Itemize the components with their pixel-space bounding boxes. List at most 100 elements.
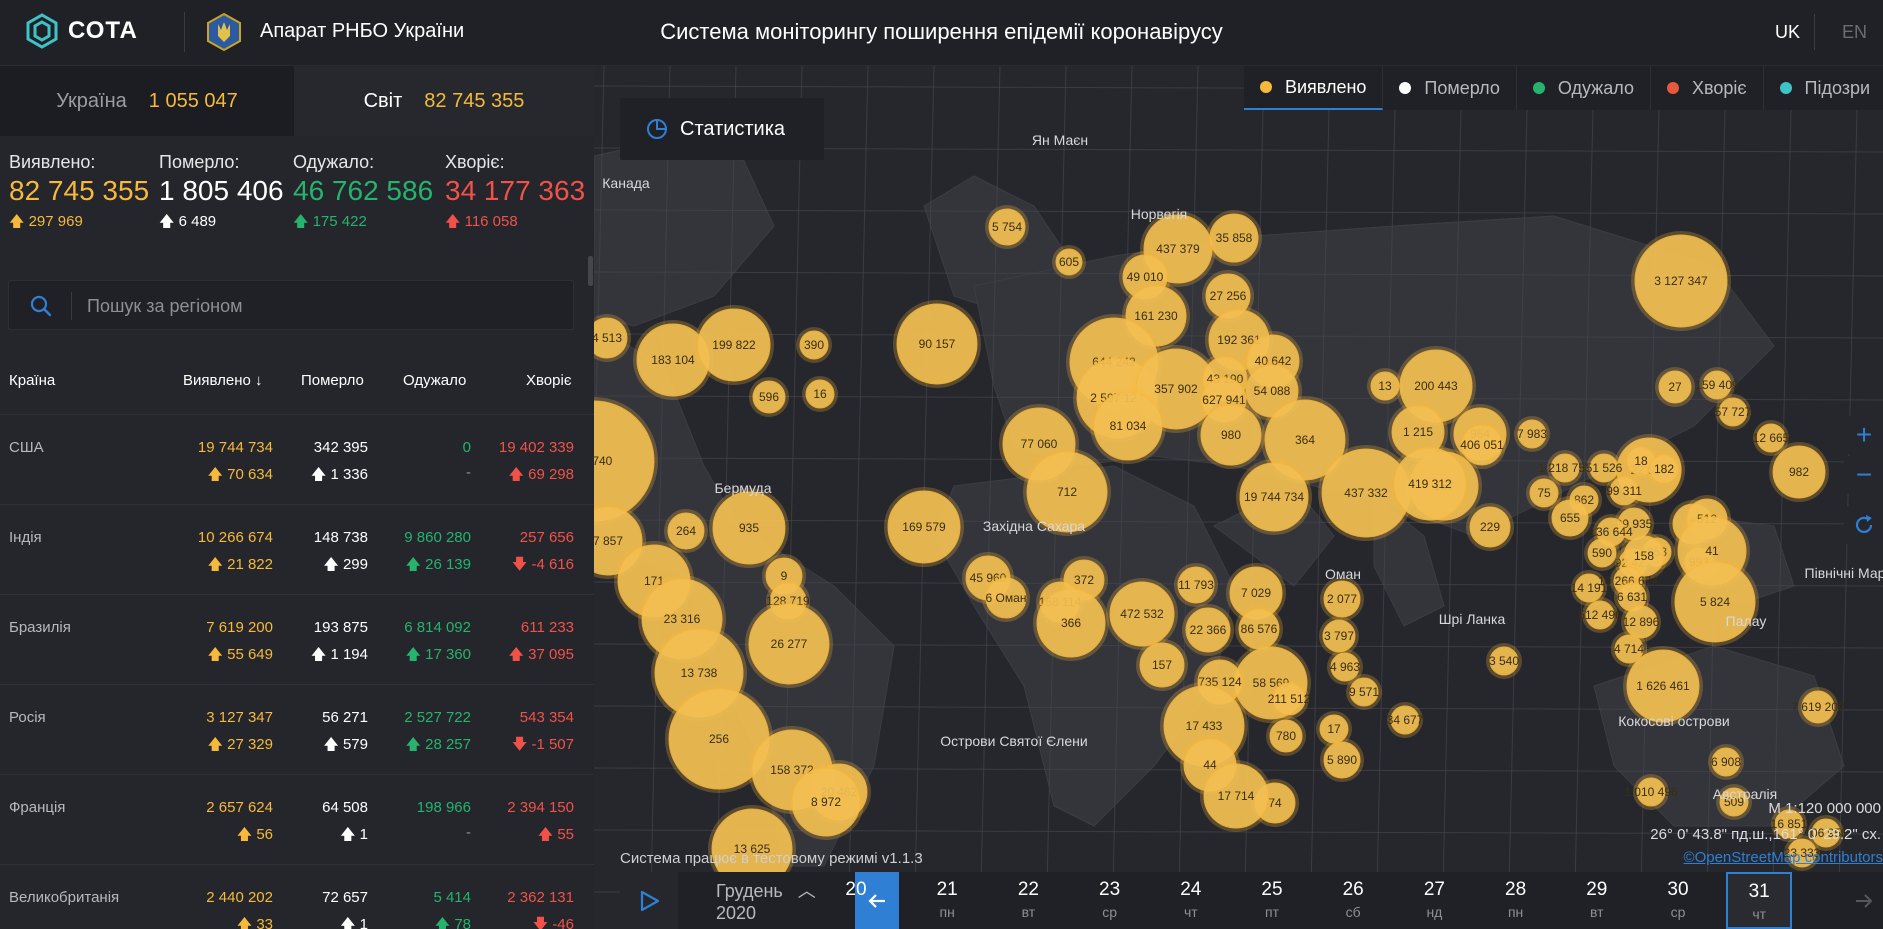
day-item[interactable]: 31 чт <box>1726 872 1793 929</box>
case-bubble[interactable]: 406 051 <box>1458 421 1506 469</box>
case-bubble[interactable]: 99 935 <box>1614 504 1654 544</box>
prev-day-button[interactable] <box>855 872 899 929</box>
case-bubble[interactable]: 27 256 <box>1202 270 1254 322</box>
next-day-button[interactable] <box>1845 872 1883 929</box>
case-bubble[interactable]: 159 409 <box>1695 367 1739 403</box>
day-item[interactable]: 29 вт <box>1564 872 1630 929</box>
case-bubble[interactable]: 8 972 <box>788 764 864 840</box>
case-bubble[interactable]: 182 <box>1646 451 1682 487</box>
case-bubble[interactable]: 17 714 <box>1200 760 1272 832</box>
case-bubble[interactable]: 3 127 347 <box>1631 231 1731 331</box>
case-bubble[interactable]: 26 277 <box>745 600 833 688</box>
case-bubble[interactable]: 1 626 461 <box>1623 646 1703 726</box>
case-bubble[interactable]: 780 <box>1266 716 1306 756</box>
case-bubble[interactable]: 1 218 753 <box>1538 450 1592 486</box>
case-bubble[interactable]: 935 <box>709 488 789 568</box>
play-button[interactable] <box>620 872 678 929</box>
case-bubble[interactable]: 229 <box>1466 503 1514 551</box>
legend-item[interactable]: Одужало <box>1517 66 1651 110</box>
case-bubble[interactable]: 605 <box>1052 245 1086 279</box>
case-bubble[interactable]: 183 104 <box>633 320 713 400</box>
day-item[interactable]: 26 сб <box>1320 872 1386 929</box>
case-bubble[interactable]: 211 512 <box>1268 679 1311 719</box>
case-bubble[interactable]: 5 890 <box>1320 738 1364 782</box>
case-bubble[interactable]: 22 366 <box>1182 604 1234 656</box>
lang-uk-button[interactable]: UK <box>1775 22 1801 42</box>
col-country[interactable]: Країна <box>9 372 56 389</box>
case-bubble[interactable]: 364 <box>1261 396 1349 484</box>
case-bubble[interactable]: 509 <box>1716 784 1752 820</box>
col-detected[interactable]: Виявлено ↓ <box>183 372 263 389</box>
case-bubble[interactable]: 13 <box>1367 368 1403 404</box>
case-bubble[interactable]: 169 579 <box>884 487 964 567</box>
case-bubble[interactable]: 3 797 <box>1319 616 1359 656</box>
osm-link[interactable]: ©OpenStreetMap contributors <box>1683 849 1883 866</box>
col-dead[interactable]: Померло <box>301 372 364 389</box>
case-bubble[interactable]: 99 311 <box>1606 473 1642 509</box>
legend-item[interactable]: Підозри <box>1764 66 1883 110</box>
case-bubble[interactable]: 51 526 <box>1586 450 1623 486</box>
case-bubble[interactable]: 7 983 <box>1514 416 1550 452</box>
case-bubble[interactable]: 596 <box>749 377 789 417</box>
case-bubble[interactable]: 2 077 <box>1320 577 1364 621</box>
case-bubble[interactable]: 6 Оман <box>982 574 1030 622</box>
case-bubble[interactable]: 35 858 <box>1206 210 1262 266</box>
tab-world[interactable]: Світ 82 745 355 <box>294 66 594 136</box>
case-bubble[interactable]: 1 010 496 <box>1624 774 1678 810</box>
table-row[interactable]: Бразилія 7 619 200 🡅 55 649 193 875 🡅 1 194 6… <box>0 594 594 684</box>
case-bubble[interactable]: 256 <box>665 685 773 793</box>
case-bubble[interactable]: 14 191 <box>1571 570 1608 606</box>
legend-item[interactable]: Виявлено <box>1244 66 1384 110</box>
search-icon[interactable] <box>29 294 53 318</box>
case-bubble[interactable]: 9 571 <box>1346 674 1382 710</box>
case-bubble[interactable]: 655 <box>1548 496 1592 540</box>
table-row[interactable]: Великобританія 2 440 202 🡅 33 72 657 🡅 1 5 41… <box>0 864 594 929</box>
month-selector[interactable]: Грудень ︿ 2020 <box>716 880 816 924</box>
case-bubble[interactable]: 590 <box>1584 535 1620 571</box>
day-item[interactable]: 21 пн <box>914 872 980 929</box>
table-row[interactable]: Індія 10 266 674 🡅 21 822 148 738 🡅 299 9 860… <box>0 504 594 594</box>
case-bubble[interactable]: 34 677 <box>1387 702 1424 738</box>
legend-item[interactable]: Хворіє <box>1651 66 1764 110</box>
day-item[interactable]: 27 нд <box>1401 872 1467 929</box>
case-bubble[interactable]: 472 532 <box>1106 578 1178 650</box>
case-bubble[interactable]: 7 029 <box>1226 563 1286 623</box>
case-bubble[interactable]: 3 540 <box>1486 643 1522 679</box>
case-bubble[interactable]: 57 727 <box>1715 394 1752 430</box>
day-item[interactable]: 20 <box>836 872 876 929</box>
day-item[interactable]: 23 ср <box>1077 872 1143 929</box>
case-bubble[interactable]: 4 714 <box>1611 631 1647 667</box>
world-map[interactable]: 27 5 754 605 437 379 35 858 49 010 27 256 3 127… <box>594 66 1883 929</box>
case-bubble[interactable]: 437 332 <box>1318 445 1414 541</box>
case-bubble[interactable]: 19 744 734 <box>1236 459 1312 535</box>
case-bubble[interactable]: 12 896 <box>1621 602 1661 642</box>
case-bubble[interactable]: 27 <box>1655 367 1695 407</box>
table-row[interactable]: Франція 2 657 624 🡅 56 64 508 🡅 1 198 966 - 2 3… <box>0 774 594 864</box>
case-bubble[interactable]: 7 619 200 <box>1791 687 1845 727</box>
refresh-button[interactable] <box>1844 506 1883 544</box>
case-bubble[interactable]: 16 851 <box>1771 806 1808 842</box>
case-bubble[interactable]: 90 157 <box>893 300 981 388</box>
case-bubble[interactable]: 1 215 <box>1388 402 1448 462</box>
table-row[interactable]: Росія 3 127 347 🡅 27 329 56 271 🡅 579 2 527 7… <box>0 684 594 774</box>
zoom-out-button[interactable]: − <box>1844 456 1883 494</box>
case-bubble[interactable]: 17 <box>1316 711 1352 747</box>
case-bubble[interactable]: 4 513 <box>594 314 631 362</box>
case-bubble[interactable]: 86 576 <box>1235 605 1283 653</box>
day-item[interactable]: 25 пт <box>1239 872 1305 929</box>
case-bubble[interactable]: 75 <box>1526 475 1562 511</box>
case-bubble[interactable]: 5 754 <box>985 205 1029 249</box>
search-input[interactable] <box>87 291 557 321</box>
case-bubble[interactable]: 16 <box>802 376 838 412</box>
case-bubble[interactable]: 982 <box>1769 442 1829 502</box>
case-bubble[interactable]: 23 333 <box>1784 835 1821 871</box>
case-bubble[interactable]: 264 <box>664 509 708 553</box>
col-recovered[interactable]: Одужало <box>403 372 467 389</box>
case-bubble[interactable]: 980 <box>1197 401 1265 469</box>
col-sick[interactable]: Хворіє <box>526 372 572 389</box>
table-row[interactable]: США 19 744 734 🡅 70 634 342 395 🡅 1 336 0 - 19 … <box>0 414 594 504</box>
statistics-button[interactable]: Статистика <box>620 98 824 160</box>
case-bubble[interactable]: 12 665 <box>1753 420 1790 456</box>
case-bubble[interactable]: 106 958 <box>1804 815 1848 851</box>
tab-ukraine[interactable]: Україна 1 055 047 <box>0 66 294 136</box>
